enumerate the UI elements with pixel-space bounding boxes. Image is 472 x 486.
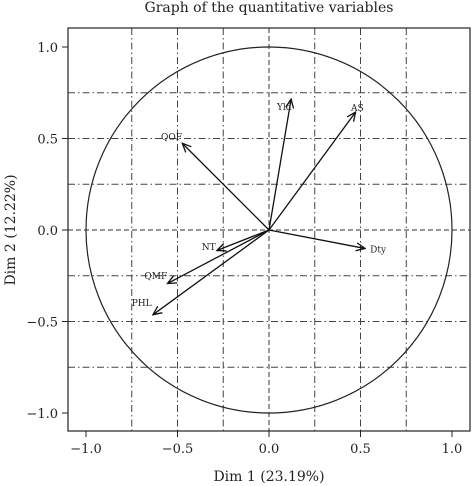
arrow-nt <box>218 229 270 250</box>
y-tick-label: 0.0 <box>37 224 58 239</box>
correlation-circle <box>85 46 453 414</box>
label-as: AS <box>350 104 364 114</box>
x-tick-label: −0.5 <box>162 442 194 457</box>
y-tick-label: −0.5 <box>26 316 58 331</box>
chart-title: Graph of the quantitative variables <box>145 0 394 16</box>
label-qmf: QMF <box>144 272 167 282</box>
arrow-qmf <box>168 229 270 283</box>
arrow-qof <box>183 144 270 231</box>
arrow-phl <box>154 229 270 314</box>
label-phl: PHL <box>132 299 152 309</box>
label-qof: QOF <box>161 133 182 143</box>
x-tick-label: 0.0 <box>259 442 280 457</box>
variable-labels: Yld AS QOF NT QMF PHL Dty <box>132 103 387 309</box>
arrow-yld <box>268 100 291 231</box>
y-tick-label: −1.0 <box>26 407 58 422</box>
y-axis-label: Dim 2 (12.22%) <box>3 174 19 285</box>
x-tick-label: 1.0 <box>442 442 463 457</box>
arrow-as <box>268 113 355 231</box>
label-nt: NT <box>202 243 216 253</box>
variable-arrows <box>154 100 364 314</box>
x-tick-label: 0.5 <box>350 442 371 457</box>
x-axis-ticks: −1.0 −0.5 0.0 0.5 1.0 <box>70 431 462 457</box>
x-axis-label: Dim 1 (23.19%) <box>213 469 324 485</box>
grid-lines <box>68 28 470 431</box>
y-tick-label: 0.5 <box>37 133 58 148</box>
x-tick-label: −1.0 <box>70 442 102 457</box>
label-yld: Yld <box>276 103 292 113</box>
y-axis-ticks: −1.0 −0.5 0.0 0.5 1.0 <box>26 41 68 422</box>
label-dty: Dty <box>370 245 387 255</box>
arrow-dty <box>268 229 364 248</box>
y-tick-label: 1.0 <box>37 41 58 56</box>
